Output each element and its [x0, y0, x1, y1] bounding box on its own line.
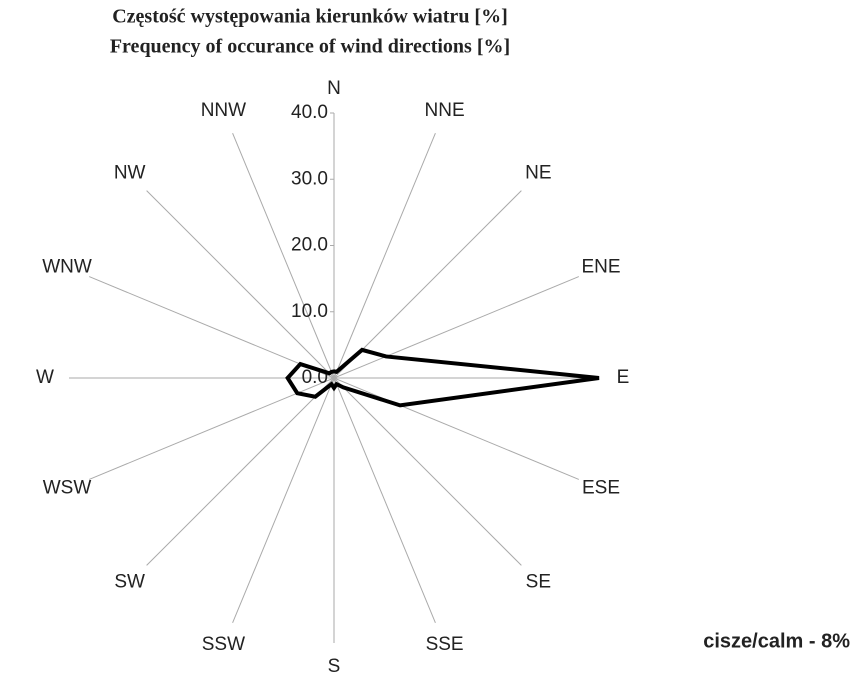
- r-tick-label: 20.0: [291, 235, 328, 256]
- spoke: [333, 190, 522, 379]
- spoke: [333, 132, 436, 379]
- spoke: [232, 377, 335, 624]
- radar-line: [285, 347, 600, 408]
- category-label: SSW: [202, 634, 245, 655]
- category-label: SE: [526, 571, 551, 592]
- category-label: SSE: [426, 634, 464, 655]
- r-tick-label: 30.0: [291, 168, 328, 189]
- category-label: WNW: [42, 256, 92, 277]
- category-label: SW: [114, 571, 145, 592]
- spoke: [232, 132, 335, 379]
- spoke: [146, 190, 335, 379]
- category-label: N: [327, 78, 341, 99]
- chart-subtitle: Frequency of occurance of wind direction…: [110, 36, 510, 58]
- spoke: [88, 377, 335, 480]
- category-label: W: [36, 367, 54, 388]
- category-label: NNW: [201, 100, 246, 121]
- category-label: E: [617, 367, 630, 388]
- category-label: WSW: [43, 478, 92, 499]
- annotation: cisze/calm - 8%: [703, 630, 850, 652]
- chart-title: Częstość występowania kierunków wiatru […: [112, 6, 508, 28]
- spoke: [146, 377, 335, 566]
- category-label: S: [328, 656, 341, 677]
- spoke: [333, 377, 580, 480]
- spoke: [333, 276, 580, 379]
- category-label: ESE: [582, 478, 620, 499]
- r-tick-label: 10.0: [291, 301, 328, 322]
- r-tick-label: 40.0: [291, 102, 328, 123]
- category-label: ENE: [581, 256, 620, 277]
- category-label: NNE: [425, 100, 465, 121]
- spoke: [88, 276, 335, 379]
- category-label: NW: [114, 163, 146, 184]
- spoke: [333, 377, 436, 624]
- spoke: [333, 377, 522, 566]
- category-label: NE: [525, 163, 551, 184]
